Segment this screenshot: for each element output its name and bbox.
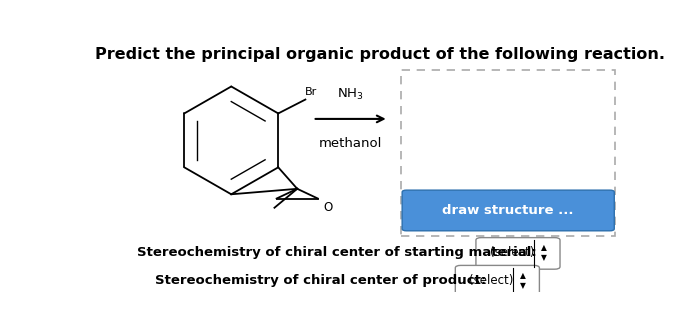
Text: (select): (select) (490, 246, 534, 259)
Text: O: O (323, 201, 332, 214)
Text: NH$_3$: NH$_3$ (337, 87, 364, 102)
Text: Predict the principal organic product of the following reaction.: Predict the principal organic product of… (94, 47, 664, 62)
Text: methanol: methanol (319, 136, 382, 150)
Text: draw structure ...: draw structure ... (442, 204, 574, 217)
Text: ▲
▼: ▲ ▼ (520, 271, 526, 290)
Text: (select): (select) (469, 274, 514, 287)
Text: Stereochemistry of chiral center of product:: Stereochemistry of chiral center of prod… (155, 274, 486, 287)
FancyBboxPatch shape (455, 265, 540, 297)
FancyBboxPatch shape (476, 237, 560, 269)
Text: ▲
▼: ▲ ▼ (540, 243, 547, 262)
Text: Stereochemistry of chiral center of starting material:: Stereochemistry of chiral center of star… (137, 246, 537, 259)
Text: Br: Br (305, 87, 318, 97)
FancyBboxPatch shape (402, 190, 615, 231)
